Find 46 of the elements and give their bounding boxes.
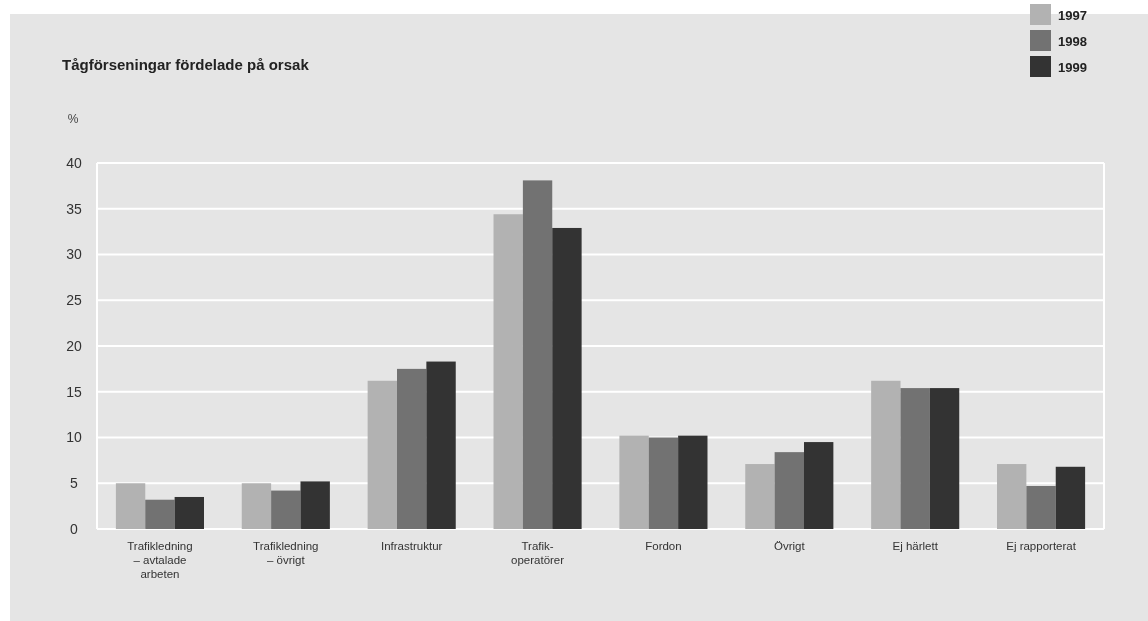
- bar: [552, 227, 582, 529]
- bar: [522, 180, 553, 529]
- bar: [145, 499, 175, 529]
- bar: [397, 368, 427, 529]
- x-tick-label: Fordon: [645, 540, 682, 552]
- y-tick-label: 25: [66, 292, 82, 309]
- bar: [900, 388, 930, 529]
- x-tick-label: Infrastruktur: [381, 540, 443, 552]
- bar: [774, 452, 804, 529]
- legend-label: 1997: [1058, 7, 1087, 23]
- bar: [678, 435, 708, 529]
- bar: [871, 380, 901, 529]
- y-tick-label: 35: [66, 200, 82, 217]
- bar: [493, 214, 523, 529]
- bar: [619, 435, 649, 529]
- y-axis-title: %: [67, 112, 79, 126]
- x-tick-label: Trafikledning – avtalade arbeten: [127, 540, 193, 580]
- y-tick-label: 20: [66, 337, 82, 354]
- bar: [929, 388, 960, 529]
- bar: [115, 483, 146, 529]
- bar: [241, 483, 272, 529]
- bar: [1055, 466, 1086, 529]
- x-tick-label: Ej härlett: [892, 540, 939, 552]
- x-tick-label: Trafikledning – övrigt: [253, 540, 319, 566]
- y-tick-label: 15: [66, 383, 82, 400]
- y-tick-label: 5: [70, 475, 79, 492]
- bar: [997, 464, 1027, 529]
- y-tick-label: 40: [66, 154, 82, 171]
- bar: [367, 380, 397, 529]
- bar: [745, 464, 775, 529]
- legend-label: 1998: [1058, 33, 1087, 49]
- legend-label: 1999: [1058, 59, 1087, 75]
- chart-title: Tågförseningar fördelade på orsak: [62, 56, 310, 73]
- bar: [648, 437, 679, 529]
- x-tick-label: Ej rapporterat: [1006, 540, 1077, 552]
- bar: [1026, 486, 1056, 529]
- bar: [300, 481, 330, 529]
- bar: [804, 442, 834, 529]
- x-tick-label: Trafik- operatörer: [511, 540, 565, 566]
- bar: [271, 490, 301, 529]
- y-tick-label: 0: [70, 520, 79, 537]
- y-tick-label: 10: [66, 429, 82, 446]
- bar: [174, 496, 204, 529]
- x-tick-label: Övrigt: [773, 540, 806, 552]
- y-tick-label: 30: [66, 246, 82, 263]
- bar: [426, 361, 456, 529]
